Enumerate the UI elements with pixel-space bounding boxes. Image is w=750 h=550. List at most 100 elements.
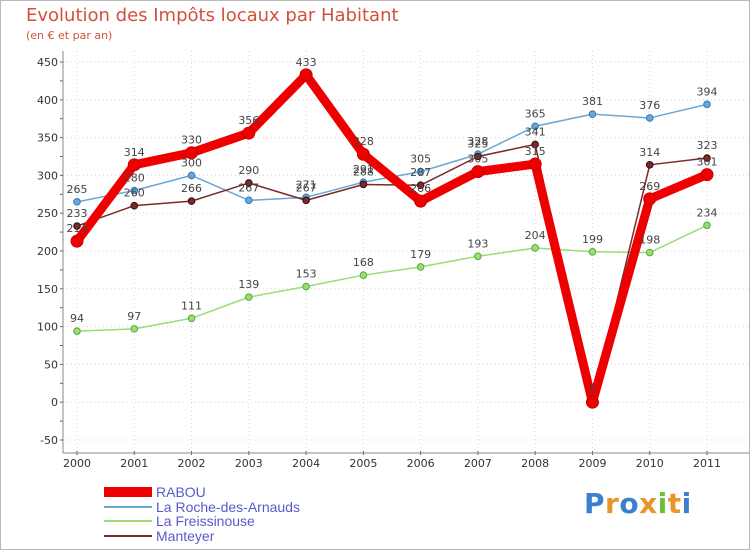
series-line	[72, 70, 712, 407]
data-label: 376	[639, 99, 660, 112]
data-point	[245, 196, 253, 205]
data-label: 198	[639, 234, 660, 247]
data-point	[588, 247, 597, 256]
data-label: 328	[353, 135, 374, 148]
legend-label: Manteyer	[156, 527, 215, 544]
data-label: 271	[296, 178, 317, 191]
data-point	[299, 68, 313, 82]
data-point	[245, 179, 253, 187]
proxiti-logo: Proxiti	[584, 487, 692, 520]
legend-swatch	[104, 520, 152, 523]
data-label: 0	[589, 383, 596, 396]
legend-label: RABOU	[156, 484, 206, 501]
x-tick-label: 2004	[292, 457, 320, 470]
data-label: 267	[238, 181, 259, 194]
data-label: 323	[697, 139, 718, 152]
legend-swatch	[104, 487, 152, 498]
data-label: 179	[410, 248, 431, 261]
data-label: 433	[296, 56, 317, 69]
legend-label: La Roche-des-Arnauds	[156, 498, 300, 515]
y-tick-label: 450	[37, 56, 58, 69]
x-tick-label: 2001	[120, 457, 148, 470]
data-label: 199	[582, 233, 603, 246]
series-line	[76, 224, 708, 332]
data-point	[471, 165, 485, 179]
data-label: 287	[410, 166, 431, 179]
data-point	[187, 197, 196, 205]
data-point	[127, 158, 141, 172]
data-point	[645, 114, 654, 122]
data-point	[474, 252, 482, 261]
y-tick-label: -50	[40, 434, 58, 447]
data-label: 315	[525, 145, 546, 158]
x-tick-label: 2011	[693, 457, 721, 470]
data-point	[528, 157, 542, 171]
data-point	[356, 147, 370, 161]
data-point	[645, 248, 654, 257]
data-point	[70, 234, 84, 248]
chart-title: Evolution des Impôts locaux par Habitant	[26, 5, 399, 26]
logo-letter: r	[605, 487, 620, 520]
data-point	[130, 325, 139, 333]
data-point	[416, 167, 425, 176]
legend-swatch	[104, 534, 152, 537]
y-tick-label: 150	[37, 283, 58, 296]
x-tick-label: 2005	[349, 457, 377, 470]
y-tick-label: 200	[37, 245, 58, 258]
logo-letter: o	[619, 487, 640, 520]
data-label: 288	[353, 165, 374, 178]
data-point	[474, 152, 482, 161]
data-label: 341	[525, 125, 546, 138]
data-point	[130, 201, 139, 210]
data-point	[245, 293, 253, 301]
data-point	[531, 122, 539, 131]
x-tick-label: 2009	[578, 457, 606, 470]
data-label: 266	[410, 182, 431, 195]
data-label: 97	[127, 310, 141, 323]
data-label: 153	[296, 268, 317, 281]
logo-letter: i	[681, 487, 692, 520]
x-tick-label: 2002	[178, 457, 206, 470]
data-label: 267	[296, 181, 317, 194]
y-tick-label: 400	[37, 94, 58, 107]
legend-item: La Freissinouse	[104, 514, 300, 529]
x-tick-label: 2006	[407, 457, 435, 470]
data-point	[359, 271, 368, 279]
data-point	[416, 181, 425, 190]
data-label: 290	[238, 164, 259, 177]
data-point	[588, 110, 597, 118]
data-label: 394	[697, 85, 718, 98]
data-point	[703, 221, 711, 230]
data-point	[242, 126, 256, 140]
logo-letter: P	[584, 487, 606, 520]
data-point	[700, 168, 714, 182]
y-tick-label: 300	[37, 169, 58, 182]
data-point	[416, 263, 425, 271]
data-label: 233	[67, 207, 88, 220]
logo-letter: t	[667, 487, 682, 520]
data-point	[359, 180, 368, 189]
data-label: 269	[639, 180, 660, 193]
legend-item: RABOU	[104, 485, 300, 500]
legend: RABOU La Roche-des-Arnauds La Freissinouse…	[104, 485, 300, 543]
data-label: 301	[697, 156, 718, 169]
data-label: 305	[467, 153, 488, 166]
data-label: 94	[70, 312, 84, 325]
data-point	[73, 198, 81, 206]
data-label: 266	[181, 182, 202, 195]
chart-subtitle: (en € et par an)	[26, 29, 113, 42]
logo-letter: x	[639, 487, 658, 520]
data-label: 381	[582, 95, 603, 108]
data-point	[185, 146, 199, 160]
y-tick-label: 250	[37, 207, 58, 220]
data-label: 365	[525, 107, 546, 120]
y-tick-label: 0	[51, 396, 58, 409]
y-tick-label: 350	[37, 132, 58, 145]
data-label: 139	[238, 278, 259, 291]
data-label: 330	[181, 134, 202, 147]
x-tick-label: 2008	[521, 457, 549, 470]
data-label: 356	[238, 114, 259, 127]
data-point	[703, 154, 711, 162]
data-point	[645, 161, 654, 169]
